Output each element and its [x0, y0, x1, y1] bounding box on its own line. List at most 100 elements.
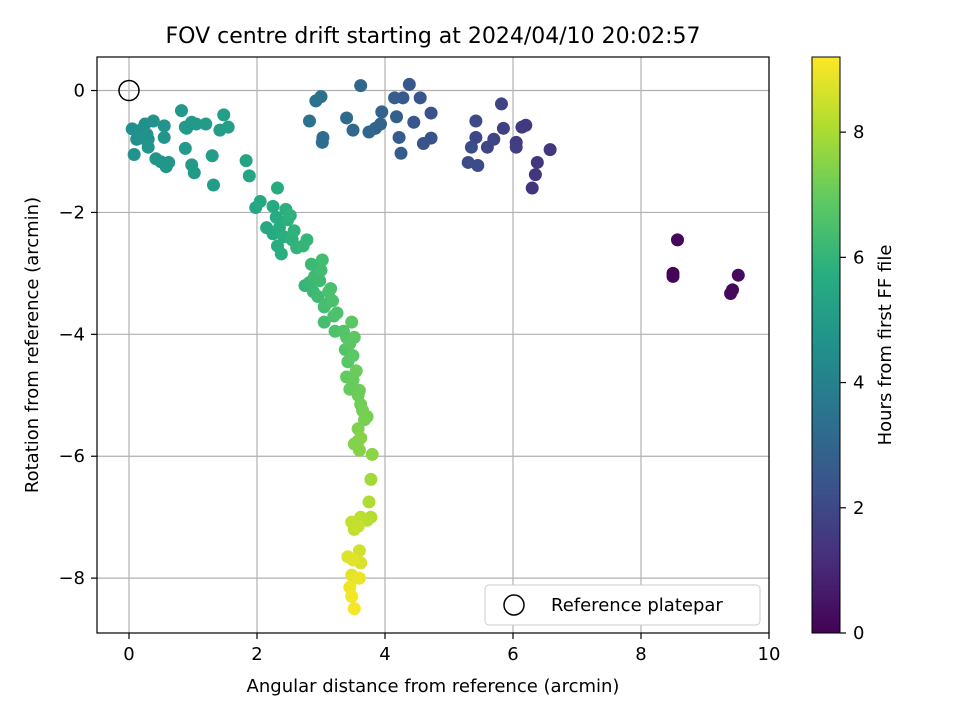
legend-box — [484, 584, 761, 626]
data-point — [157, 130, 171, 144]
data-point — [127, 148, 141, 162]
reference-platepar-marker — [118, 79, 140, 102]
data-point — [360, 410, 374, 424]
data-point — [309, 94, 323, 108]
colorbar: 0 2 4 6 8 Hours from first FF file — [811, 56, 896, 644]
data-point — [407, 115, 421, 129]
data-point — [494, 97, 508, 111]
data-point — [347, 602, 361, 616]
y-axis-ticks: 0 −2 −4 −6 −8 — [58, 81, 97, 589]
data-point — [345, 315, 359, 329]
data-point — [464, 140, 478, 154]
colorbar-ticks: 0 2 4 6 8 — [840, 122, 864, 644]
data-point — [731, 268, 745, 282]
data-point — [346, 123, 360, 137]
data-point — [354, 431, 368, 445]
data-point — [530, 155, 544, 169]
data-point — [266, 199, 280, 213]
x-tick-label: 10 — [758, 644, 781, 665]
grid-lines — [97, 57, 770, 633]
data-point — [313, 274, 327, 288]
data-point — [345, 589, 359, 603]
data-point — [394, 146, 408, 160]
data-point — [239, 154, 253, 168]
data-point — [362, 495, 376, 509]
x-axis-label: Angular distance from reference (arcmin) — [247, 676, 620, 697]
data-point — [352, 544, 366, 558]
data-point — [146, 114, 160, 128]
data-point — [187, 166, 201, 180]
data-point — [346, 349, 360, 363]
data-point — [315, 253, 329, 267]
data-point — [221, 120, 235, 134]
data-point — [351, 519, 365, 533]
data-points — [125, 77, 745, 616]
data-point — [205, 149, 219, 163]
data-point — [283, 208, 297, 222]
data-point — [354, 79, 368, 93]
data-point — [364, 472, 378, 486]
data-point — [304, 257, 318, 271]
data-point — [302, 114, 316, 128]
colorbar-tick-label: 0 — [853, 623, 864, 644]
legend-reference-marker — [503, 594, 525, 616]
y-tick-label: −4 — [58, 324, 85, 345]
x-tick-label: 0 — [123, 644, 134, 665]
data-point — [199, 117, 213, 131]
data-point — [217, 108, 231, 122]
data-point — [269, 210, 283, 224]
colorbar-tick-label: 4 — [853, 373, 864, 394]
data-point — [314, 263, 328, 277]
data-point — [274, 247, 288, 261]
plot-frame — [96, 56, 770, 634]
data-point — [317, 315, 331, 329]
data-point — [509, 140, 523, 154]
data-point — [189, 117, 203, 131]
data-point — [253, 194, 267, 208]
data-point — [352, 443, 366, 457]
data-point — [469, 114, 483, 128]
data-point — [300, 233, 314, 247]
x-tick-label: 4 — [379, 644, 390, 665]
data-point — [528, 168, 542, 182]
data-point — [330, 306, 344, 320]
data-point — [347, 330, 361, 344]
data-point — [157, 119, 171, 133]
data-point — [315, 135, 329, 149]
data-point — [416, 137, 430, 151]
data-point — [461, 155, 475, 169]
data-point — [424, 106, 438, 120]
legend-label: Reference platepar — [551, 595, 723, 616]
colorbar-label: Hours from first FF file — [875, 245, 896, 446]
data-point — [340, 111, 354, 125]
y-tick-label: −6 — [58, 446, 85, 467]
data-point — [402, 77, 416, 91]
data-point — [174, 104, 188, 118]
data-point — [162, 155, 176, 169]
data-point — [178, 141, 192, 155]
data-point — [352, 571, 366, 585]
data-point — [525, 181, 539, 195]
data-point — [480, 140, 494, 154]
data-point — [135, 131, 149, 145]
data-point — [326, 294, 340, 308]
colorbar-gradient — [811, 56, 841, 634]
x-axis-ticks: 0 2 4 6 8 10 — [123, 633, 780, 665]
data-point — [388, 91, 402, 105]
chart-title: FOV centre drift starting at 2024/04/10 … — [166, 24, 701, 49]
x-tick-label: 6 — [507, 644, 518, 665]
data-point — [365, 447, 379, 461]
y-axis-label: Rotation from reference (arcmin) — [22, 197, 43, 493]
data-point — [670, 233, 684, 247]
data-point — [352, 383, 366, 397]
colorbar-tick-label: 2 — [853, 498, 864, 519]
data-point — [346, 553, 360, 567]
x-tick-label: 8 — [635, 644, 646, 665]
legend: Reference platepar — [484, 584, 761, 626]
data-point — [141, 140, 155, 154]
data-point — [666, 269, 680, 283]
data-point — [206, 178, 220, 192]
data-point — [726, 283, 740, 297]
y-tick-label: 0 — [74, 81, 85, 102]
data-point — [324, 282, 338, 296]
